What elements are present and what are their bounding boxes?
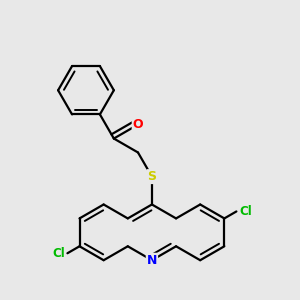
Text: O: O	[133, 118, 143, 131]
Text: Cl: Cl	[239, 205, 252, 218]
Text: N: N	[147, 254, 157, 267]
Text: S: S	[147, 170, 156, 183]
Text: Cl: Cl	[52, 247, 65, 260]
